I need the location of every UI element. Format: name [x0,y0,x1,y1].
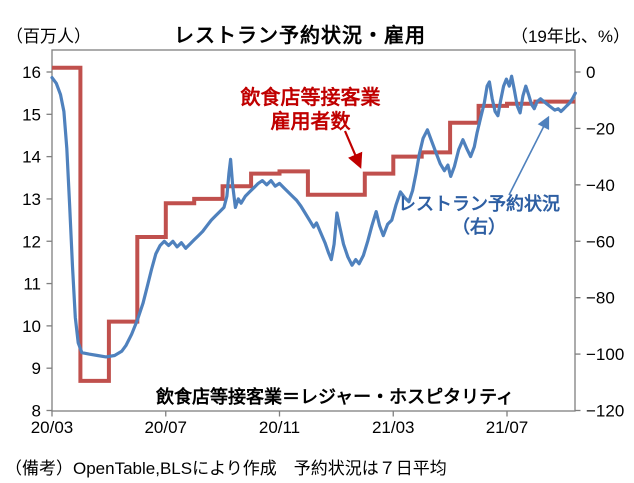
left-tick-label: 14 [22,148,41,167]
reservation-annotation-arrow [508,115,550,196]
reservation-annotation-line1: レストラン予約状況 [398,194,560,214]
x-tick-label: 20/07 [144,418,187,437]
left-tick-label: 12 [22,232,41,251]
left-tick-label: 11 [23,275,41,294]
right-tick-label: −60 [586,232,615,251]
x-tick-label: 21/07 [486,418,529,437]
right-axis-unit-label: （19年比、%） [510,27,630,46]
x-tick-label: 20/11 [259,418,300,437]
left-axis-ticks: 16 15 14 13 12 11 10 9 8 [22,63,52,421]
right-tick-label: −100 [586,345,624,364]
x-tick-label: 20/03 [31,418,74,437]
employment-series-annotation: 飲食店等接客業 雇用者数 [228,86,393,134]
chart-title: レストラン予約状況・雇用 [174,25,426,47]
right-tick-label: −20 [586,119,615,138]
employment-step-line [52,65,576,383]
right-tick-label: −40 [586,176,615,195]
x-axis-ticks: 20/03 20/07 20/11 21/03 21/07 [31,411,529,437]
reservation-annotation-line2: （右） [452,217,506,237]
left-tick-label: 16 [22,63,41,82]
left-tick-label: 13 [22,190,41,209]
right-axis-ticks: 0 −20 −40 −60 −80 −100 −120 [575,63,624,421]
left-tick-label: 8 [32,402,41,421]
right-tick-label: 0 [586,63,595,82]
reservation-series-annotation: レストラン予約状況 （右） [388,193,570,239]
right-tick-label: −120 [586,402,624,421]
right-tick-label: −80 [586,289,615,308]
left-tick-label: 10 [22,317,41,336]
plot-frame [51,49,576,412]
left-axis-unit-label: （百万人） [6,27,91,46]
source-note: （備考）OpenTable,BLSにより作成 予約状況は７日平均 [5,459,447,478]
employment-annotation-arrow [343,130,363,169]
left-tick-label: 9 [32,359,41,378]
reservation-line [50,74,577,359]
plot-definition-note: 飲食店等接客業＝レジャー・ホスピタリティ [155,387,515,407]
employment-annotation-line2: 雇用者数 [270,111,351,133]
left-tick-label: 15 [22,105,41,124]
employment-annotation-line1: 飲食店等接客業 [240,87,381,109]
x-tick-label: 21/03 [372,418,415,437]
